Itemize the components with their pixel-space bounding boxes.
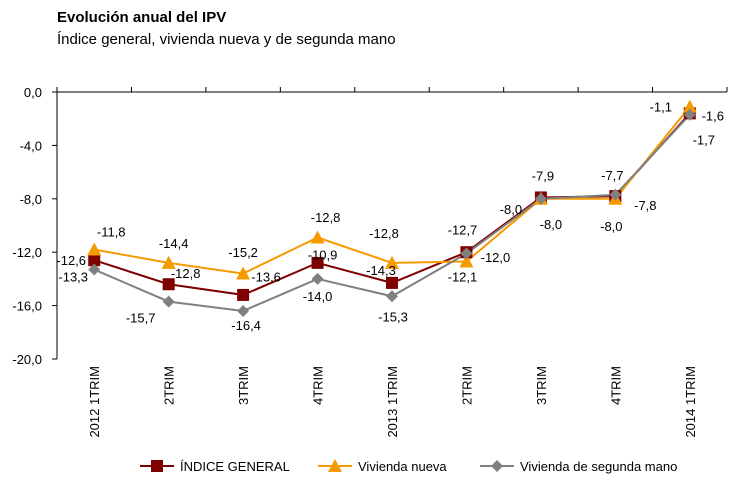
data-label: -14,0 xyxy=(303,289,333,304)
data-point xyxy=(311,272,324,285)
data-point xyxy=(386,290,398,303)
chart-subtitle: Índice general, vivienda nueva y de segu… xyxy=(57,31,396,48)
data-label: -12,6 xyxy=(56,253,86,268)
data-point xyxy=(609,188,622,201)
data-point xyxy=(534,192,547,205)
x-tick-label: 3TRIM xyxy=(534,366,549,405)
data-label: -1,7 xyxy=(693,133,715,148)
x-tick-label: 4TRIM xyxy=(311,366,326,405)
data-label: -15,7 xyxy=(126,311,156,326)
y-tick-label: -12,0 xyxy=(12,245,42,260)
x-tick-label: 2012 1TRIM xyxy=(87,366,102,438)
data-label: -7,8 xyxy=(634,198,656,213)
data-point xyxy=(237,304,250,317)
data-point xyxy=(162,278,175,291)
data-label: -15,3 xyxy=(378,309,408,324)
y-tick-label: -4,0 xyxy=(20,138,42,153)
legend-label: ÍNDICE GENERAL xyxy=(180,459,290,474)
data-label: -14,4 xyxy=(159,236,189,251)
data-point xyxy=(310,230,325,244)
x-tick-label: 3TRIM xyxy=(236,366,251,405)
data-label: -12,8 xyxy=(311,210,341,225)
data-point xyxy=(236,266,251,280)
y-tick-label: -20,0 xyxy=(12,352,42,367)
y-tick-label: -16,0 xyxy=(12,299,42,314)
data-point xyxy=(88,263,101,276)
data-label: -12,8 xyxy=(171,266,201,281)
x-tick-label: 2014 1TRIM xyxy=(683,366,698,438)
legend-marker xyxy=(491,460,503,472)
data-point xyxy=(386,276,398,289)
x-tick-label: 4TRIM xyxy=(608,366,623,405)
data-label: -1,6 xyxy=(702,108,724,123)
data-label: -8,0 xyxy=(600,219,622,234)
data-label: -7,9 xyxy=(532,168,554,183)
data-point xyxy=(311,256,324,269)
data-label: -12,1 xyxy=(448,270,478,285)
legend-label: Vivienda nueva xyxy=(358,459,447,474)
data-point xyxy=(460,247,473,260)
x-tick-label: 2TRIM xyxy=(459,366,474,405)
chart-title: Evolución anual del IPV xyxy=(57,9,227,26)
data-label: -15,2 xyxy=(228,245,258,260)
data-label: -11,8 xyxy=(97,225,126,240)
data-point xyxy=(88,254,101,267)
y-tick-label: 0,0 xyxy=(24,85,42,100)
data-label: -16,4 xyxy=(231,318,261,333)
legend-label: Vivienda de segunda mano xyxy=(520,459,677,474)
legend-marker xyxy=(151,460,163,472)
data-point xyxy=(161,255,176,269)
data-label: -14,3 xyxy=(366,263,396,278)
data-point xyxy=(237,288,250,301)
data-label: -13,6 xyxy=(251,270,281,285)
data-label: -1,1 xyxy=(650,100,672,115)
data-point xyxy=(682,99,697,113)
data-label: -10,9 xyxy=(308,248,338,263)
x-tick-label: 2013 1TRIM xyxy=(385,366,400,438)
data-point xyxy=(87,242,102,256)
data-point xyxy=(162,295,175,308)
data-label: -12,0 xyxy=(481,250,511,265)
data-label: -8,0 xyxy=(500,202,522,217)
data-point xyxy=(683,108,696,121)
legend-marker xyxy=(328,459,342,472)
data-label: -8,0 xyxy=(540,217,562,232)
data-label: -12,7 xyxy=(448,223,478,238)
data-point xyxy=(385,255,399,269)
data-point xyxy=(459,254,474,268)
data-label: -12,8 xyxy=(369,226,399,241)
x-tick-label: 2TRIM xyxy=(162,366,177,405)
y-tick-label: -8,0 xyxy=(20,192,42,207)
data-label: -7,7 xyxy=(601,168,623,183)
data-label: -13,3 xyxy=(58,270,88,285)
